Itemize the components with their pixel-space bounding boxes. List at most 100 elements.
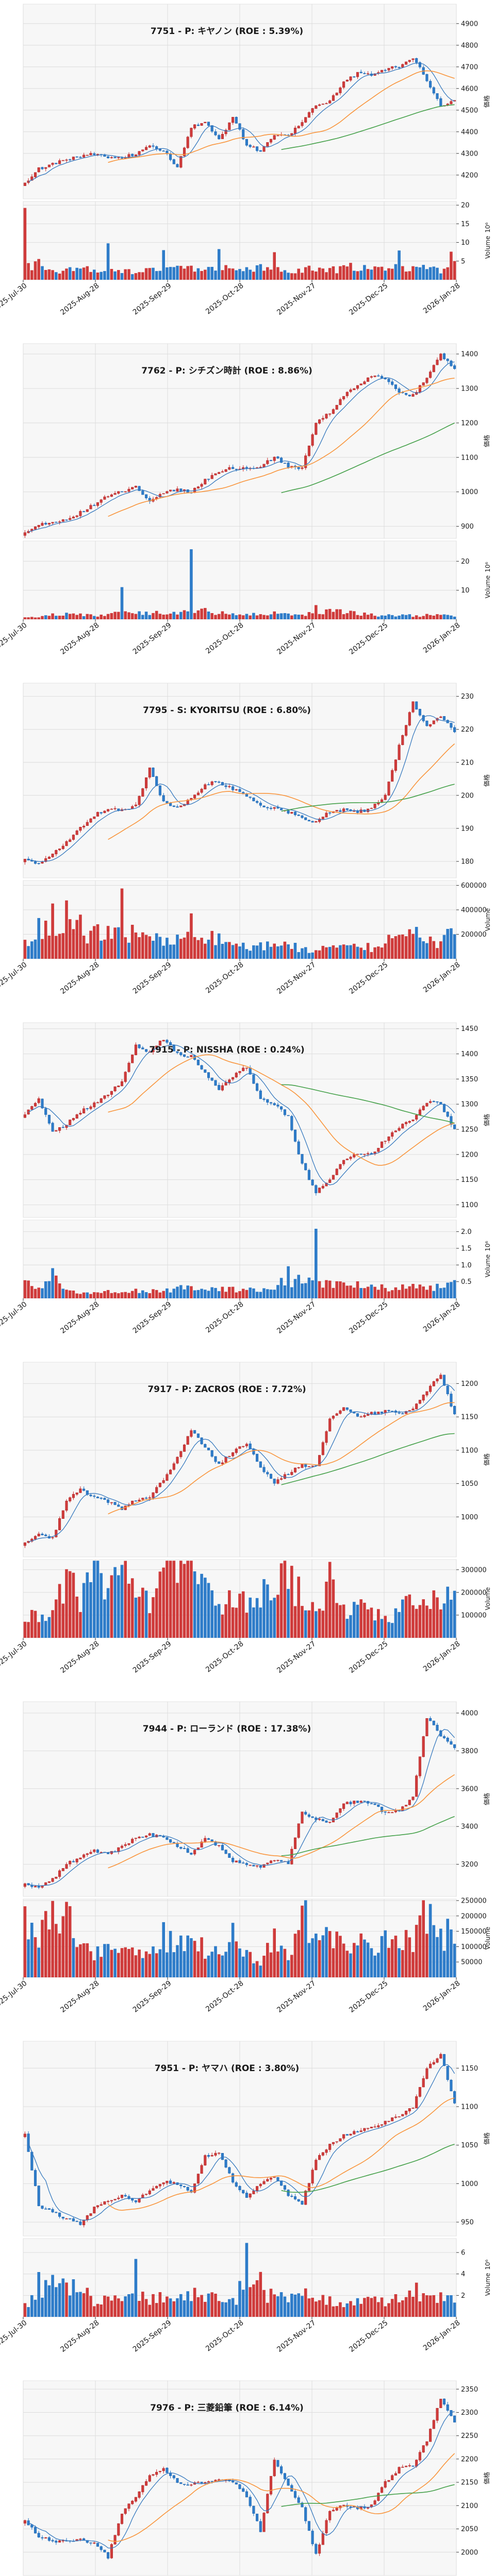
x-tick-label: 2025-Nov-27 [275, 1979, 317, 2014]
volume-tick-label: 20 [461, 202, 470, 210]
price-tick-label: 2100 [461, 2502, 478, 2510]
stock-chart: 7915 - P: NISSHA (ROE : 0.24%) 1100 1150 12… [0, 1019, 495, 1358]
price-tick-label: 4400 [461, 128, 478, 136]
volume-tick-label: 300000 [461, 1566, 487, 1574]
volume-bars [23, 1229, 456, 1298]
stock-chart: 7762 - P: シチズン時計 (ROE : 8.86%) 900 1000 110… [0, 340, 495, 679]
x-tick-label: 2025-Aug-28 [59, 1300, 101, 1335]
price-tick-label: 4300 [461, 150, 478, 158]
x-tick-label: 2026-Jan-28 [422, 1640, 462, 1674]
x-tick-label: 2025-Dec-25 [348, 2319, 389, 2354]
x-tick-label: 2025-Sep-29 [131, 1979, 173, 2014]
price-tick-label: 220 [461, 726, 474, 734]
x-tick-label: 2025-Sep-29 [131, 282, 173, 317]
price-tick-label: 1400 [461, 1050, 478, 1058]
price-tick-label: 2250 [461, 2432, 478, 2440]
price-tick-label: 1100 [461, 1201, 478, 1209]
price-tick-label: 4500 [461, 107, 478, 114]
x-tick-label: 2025-Nov-27 [275, 961, 317, 996]
volume-axis-title: Volume 10⁶ [484, 2259, 491, 2296]
price-tick-label: 2350 [461, 2386, 478, 2394]
chart-title: 7795 - S: KYORITSU (ROE : 6.80%) [143, 705, 311, 716]
price-tick-label: 4200 [461, 172, 478, 179]
ma-mid-line [108, 743, 455, 840]
volume-tick-label: 100000 [461, 1943, 487, 1951]
volume-tick-label: 20 [461, 558, 470, 566]
price-tick-label: 4900 [461, 20, 478, 28]
x-tick-label: 2025-Aug-28 [59, 1640, 101, 1675]
x-tick-label: 2025-Dec-25 [348, 1300, 389, 1335]
price-tick-label: 210 [461, 759, 474, 767]
chart-title: 7976 - P: 三菱鉛筆 (ROE : 6.14%) [150, 2402, 304, 2413]
x-tick-label: 2025-Jul-30 [0, 621, 28, 654]
ma-short-line [28, 2411, 455, 2549]
price-axis-title: 価格 [483, 2132, 490, 2145]
ma-mid-line [108, 378, 455, 517]
price-tick-label: 1000 [461, 488, 478, 496]
x-tick-label: 2025-Dec-25 [348, 282, 389, 317]
volume-tick-label: 250000 [461, 1897, 487, 1905]
volume-axis-title: Volume 10⁶ [484, 222, 491, 259]
price-tick-label: 1150 [461, 1414, 478, 1421]
stock-chart: 7951 - P: ヤマハ (ROE : 3.80%) 950 1000 1050 11… [0, 2037, 495, 2377]
x-tick-label: 2025-Jul-30 [0, 282, 28, 314]
chart-title: 7915 - P: NISSHA (ROE : 0.24%) [149, 1045, 304, 1055]
chart-title: 7762 - P: シチズン時計 (ROE : 8.86%) [141, 365, 312, 376]
x-tick-label: 2025-Dec-25 [348, 961, 389, 996]
price-tick-label: 180 [461, 858, 474, 866]
ma-long-line [281, 2484, 455, 2507]
x-tick-label: 2026-Jan-28 [422, 621, 462, 655]
price-tick-label: 4600 [461, 85, 478, 93]
ma-mid-line [108, 2097, 455, 2211]
x-tick-label: 2025-Sep-29 [131, 2319, 173, 2354]
ma-long-line [281, 422, 455, 494]
volume-tick-label: 1.5 [461, 1245, 472, 1253]
volume-axis-title: Volume [484, 1587, 491, 1611]
price-tick-label: 1200 [461, 1380, 478, 1388]
volume-bars [23, 1561, 456, 1638]
volume-tick-label: 5 [461, 258, 465, 265]
x-tick-label: 2025-Dec-25 [348, 1640, 389, 1675]
ma-long-line [281, 1816, 455, 1856]
volume-tick-label: 200000 [461, 931, 487, 939]
price-tick-label: 190 [461, 825, 474, 833]
x-tick-label: 2025-Aug-28 [59, 1979, 101, 2014]
x-tick-label: 2026-Jan-28 [422, 1979, 462, 2013]
volume-tick-label: 200000 [461, 1589, 487, 1597]
ma-short-line [28, 1384, 455, 1543]
ma-short-line [28, 715, 455, 862]
x-tick-label: 2025-Nov-27 [275, 282, 317, 317]
x-tick-label: 2026-Jan-28 [422, 1300, 462, 1334]
volume-tick-label: 1.0 [461, 1262, 472, 1269]
x-tick-label: 2025-Sep-29 [131, 1300, 173, 1335]
chart-title: 7917 - P: ZACROS (ROE : 7.72%) [147, 1384, 306, 1395]
price-axis-title: 価格 [483, 1793, 490, 1805]
volume-tick-label: 400000 [461, 907, 487, 914]
x-tick-label: 2025-Jul-30 [0, 1300, 28, 1333]
ma-long-line [281, 1433, 455, 1485]
x-tick-label: 2025-Oct-28 [204, 1300, 245, 1335]
price-tick-label: 2000 [461, 2549, 478, 2556]
ma-short-line [28, 361, 455, 533]
ma-long-line [281, 104, 455, 150]
x-tick-label: 2026-Jan-28 [422, 961, 462, 995]
volume-tick-label: 100000 [461, 1612, 487, 1619]
chart-title: 7951 - P: ヤマハ (ROE : 3.80%) [155, 2063, 300, 2074]
ma-mid-line [108, 2453, 455, 2542]
price-tick-label: 2300 [461, 2409, 478, 2417]
volume-bars [23, 549, 456, 619]
x-tick-label: 2026-Jan-28 [422, 2319, 462, 2353]
price-tick-label: 3200 [461, 1861, 478, 1869]
volume-tick-label: 150000 [461, 1928, 487, 1936]
volume-tick-label: 15 [461, 221, 470, 228]
price-tick-label: 230 [461, 693, 474, 701]
x-tick-label: 2025-Oct-28 [204, 282, 245, 316]
x-tick-label: 2025-Sep-29 [131, 621, 173, 656]
price-tick-label: 1350 [461, 1076, 478, 1083]
chart-title: 7944 - P: ローランド (ROE : 17.38%) [143, 1724, 311, 1734]
volume-tick-label: 200000 [461, 1912, 487, 1920]
x-tick-label: 2025-Jul-30 [0, 1640, 28, 1672]
price-tick-label: 1400 [461, 351, 478, 359]
ma-mid-line [108, 1774, 455, 1869]
volume-axis-title: Volume 10⁶ [484, 1241, 491, 1277]
